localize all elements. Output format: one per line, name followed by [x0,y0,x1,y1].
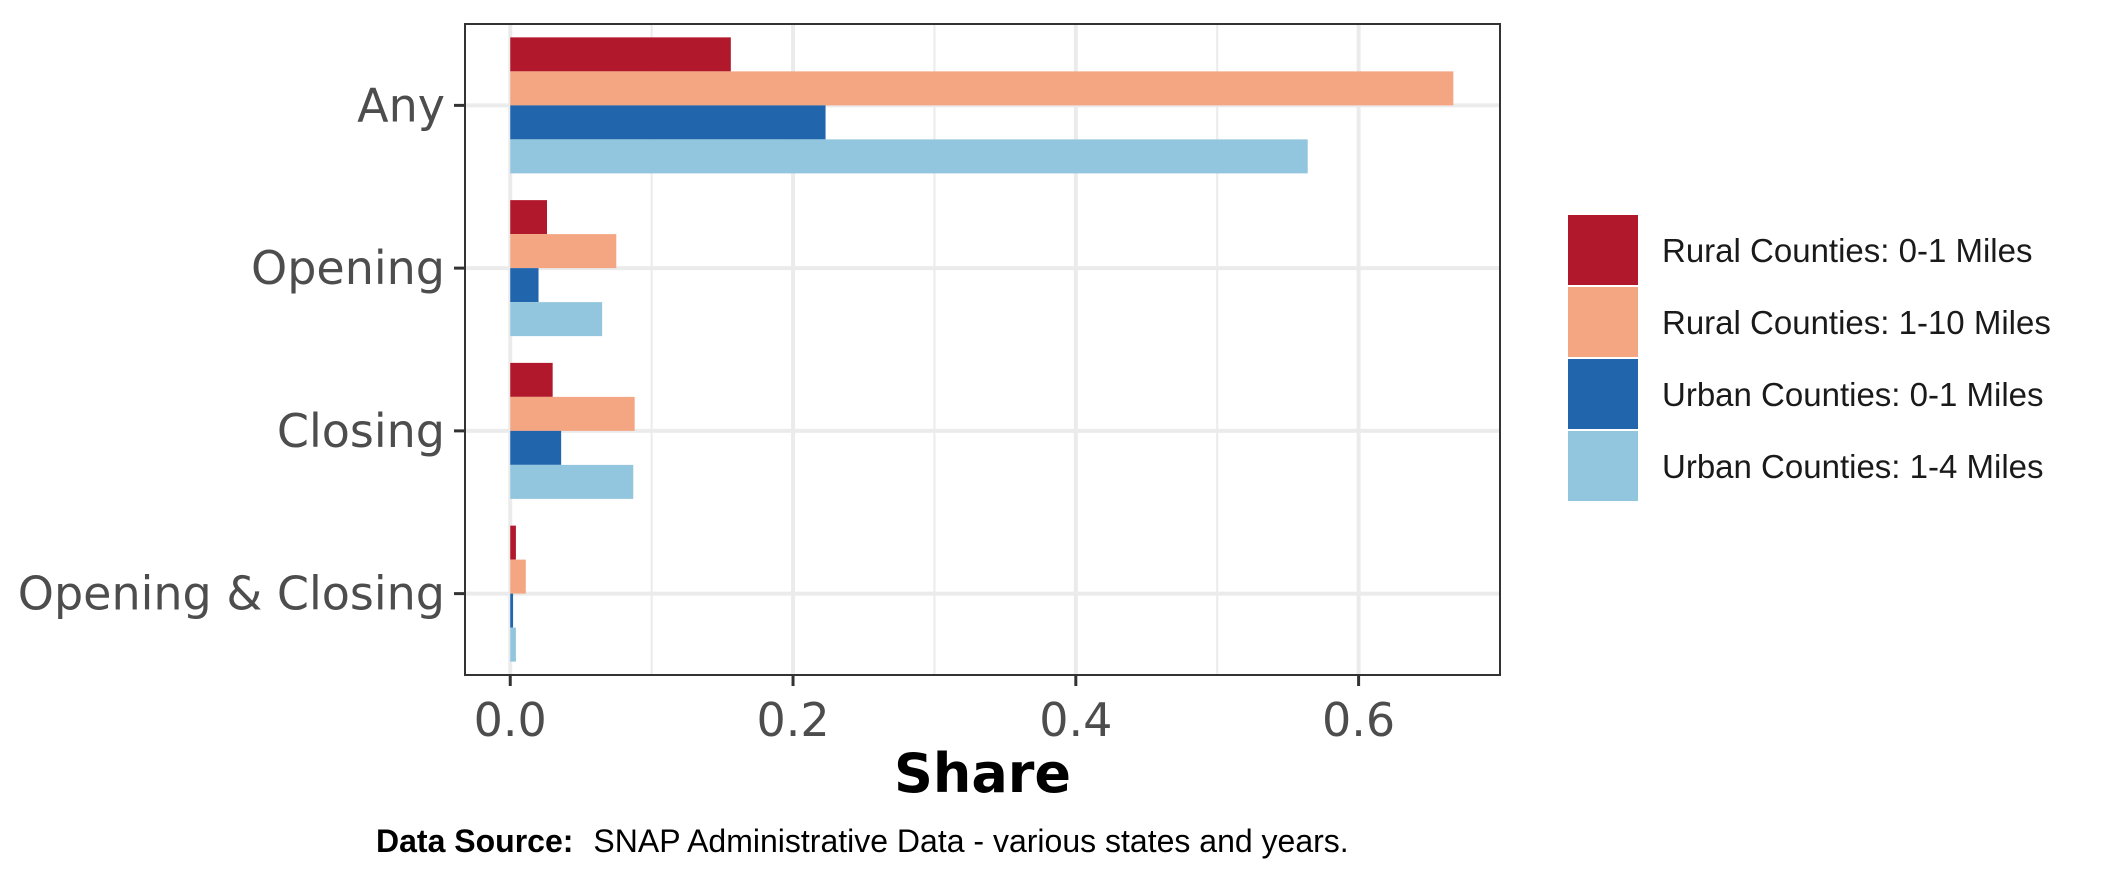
bar [510,200,548,235]
x-tick-label: 0.2 [756,693,829,747]
bar [510,525,516,560]
bar [510,593,514,628]
bar [510,362,553,397]
bar [510,139,1308,174]
legend-key [1568,431,1638,501]
data-source-caption: Data Source: SNAP Administrative Data - … [376,823,1349,859]
legend-label: Urban Counties: 1-4 Miles [1662,448,2044,485]
x-tick-label: 0.0 [474,693,547,747]
legend: Rural Counties: 0-1 Miles Rural Counties:… [1568,215,2051,501]
bar [510,464,634,499]
caption-text: SNAP Administrative Data - various state… [593,823,1348,859]
bar [510,430,562,465]
legend-label: Urban Counties: 0-1 Miles [1662,376,2044,413]
bar [510,559,526,594]
y-tick-label: Opening [251,241,445,295]
bars [510,37,1454,662]
legend-key [1568,359,1638,429]
bar [510,71,1454,106]
y-axis: Any Opening Closing Opening & Closing [18,78,465,621]
plot-panel-border [464,23,1501,676]
y-tick-label: Any [357,78,445,132]
bar [510,396,635,431]
x-tick-label: 0.4 [1039,693,1112,747]
bar [510,37,731,72]
y-tick-label: Closing [277,404,445,458]
legend-label: Rural Counties: 1-10 Miles [1662,304,2051,341]
bar [510,268,539,303]
bar [510,627,516,662]
legend-key [1568,287,1638,357]
caption-label: Data Source: [376,823,573,859]
bar [510,234,617,269]
y-tick-label: Opening & Closing [18,567,445,621]
x-axis-title: Share [894,742,1071,805]
bar [510,302,603,337]
bar [510,105,826,140]
legend-key [1568,215,1638,285]
x-tick-label: 0.6 [1322,693,1395,747]
legend-label: Rural Counties: 0-1 Miles [1662,232,2032,269]
x-axis: 0.0 0.2 0.4 0.6 [474,675,1395,747]
